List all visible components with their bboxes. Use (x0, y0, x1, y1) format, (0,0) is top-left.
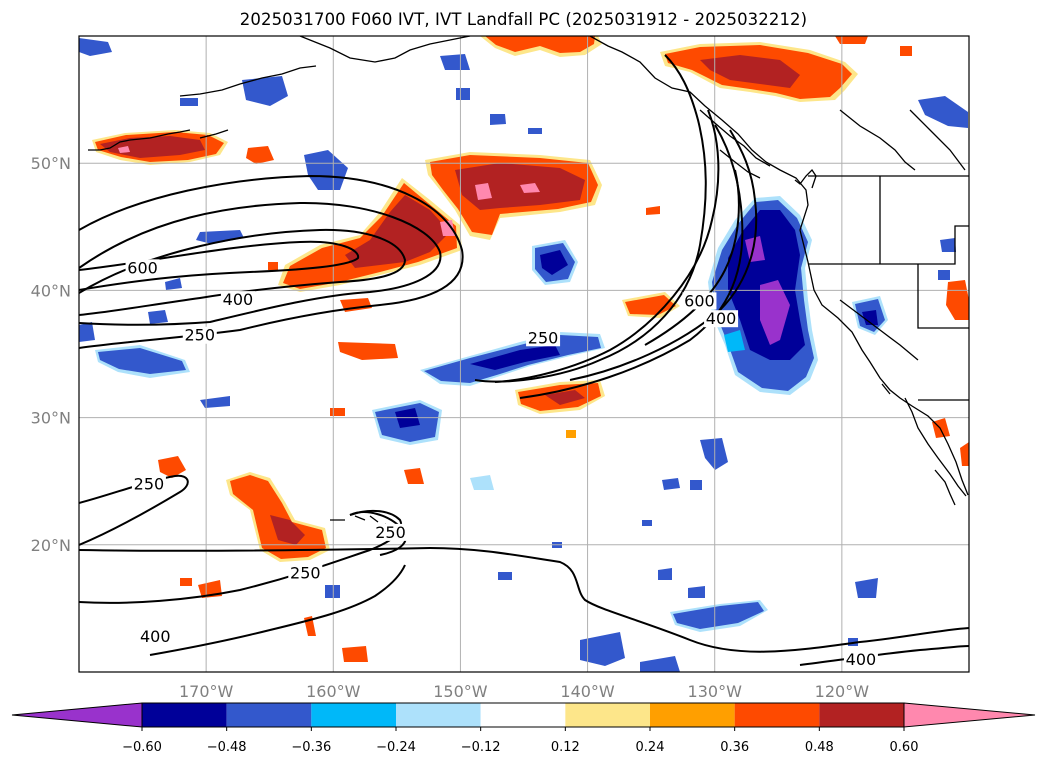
contour-label-bg (288, 564, 323, 582)
colorbar-tick-label: −0.36 (291, 740, 331, 755)
contour-label-bg (220, 291, 255, 309)
latitude-tick-label: 40°N (31, 281, 71, 300)
colorbar-tick-label: 0.12 (551, 740, 580, 755)
latitude-tick-label: 50°N (31, 154, 71, 173)
coastlines (88, 36, 969, 533)
colorbar-box (396, 703, 481, 727)
contour-label-bg (526, 329, 561, 347)
colorbar-tick-label: 0.36 (720, 740, 749, 755)
contour-label-bg (373, 523, 408, 541)
contour-label-bg (131, 475, 166, 493)
colorbar-box (819, 703, 904, 727)
colorbar-box (650, 703, 735, 727)
colorbar-tick-label: 0.24 (636, 740, 665, 755)
colorbar-tick-label: 0.48 (805, 740, 834, 755)
colorbar-tick-label: −0.12 (461, 740, 501, 755)
contour-label: 400 (846, 650, 877, 669)
ivt-contour-lines (79, 54, 969, 666)
colorbar-tick-label: −0.24 (376, 740, 416, 755)
contour-label: 250 (375, 523, 406, 542)
latitude-tick-label: 30°N (31, 409, 71, 428)
gridlines (79, 36, 969, 672)
contour-label: 250 (528, 328, 559, 347)
map-frame (78, 35, 970, 673)
contour-label: 400 (706, 309, 737, 328)
contour-label-bg (182, 326, 217, 344)
contour-label: 250 (134, 475, 165, 494)
colorbar-box (734, 703, 820, 727)
colorbar-extend-high (903, 702, 1036, 728)
colorbar-extend-low (11, 702, 143, 728)
latitude-labels: 20°N 30°N 40°N 50°N (31, 154, 71, 555)
colorbar-box (142, 703, 227, 727)
contour-label-bg (843, 651, 878, 669)
colorbar-box (226, 703, 312, 727)
longitude-labels: 170°W 160°W 150°W 140°W 130°W 120°W (179, 682, 869, 701)
map-title: 2025031700 F060 IVT, IVT Landfall PC (20… (239, 10, 808, 29)
colorbar-tick-label: −0.48 (207, 740, 247, 755)
colorbar-tick-label: −0.60 (122, 740, 162, 755)
colorbar: −0.60 −0.48 −0.36 −0.24 −0.12 0.12 0.24 0.36 0.4… (11, 702, 1036, 755)
longitude-tick-label: 120°W (815, 682, 870, 701)
longitude-tick-label: 130°W (688, 682, 743, 701)
longitude-tick-label: 160°W (306, 682, 361, 701)
longitude-tick-label: 170°W (179, 682, 234, 701)
positive-anomaly-fill (92, 36, 969, 662)
contour-label: 400 (140, 627, 171, 646)
colorbar-box (311, 703, 396, 727)
contour-label: 600 (684, 291, 715, 310)
colorbar-box (480, 703, 566, 727)
contour-label: 250 (185, 326, 216, 345)
colorbar-box (565, 703, 650, 727)
longitude-tick-label: 150°W (433, 682, 488, 701)
contour-label: 250 (290, 564, 321, 583)
contour-label: 600 (127, 258, 158, 277)
contour-label: 400 (223, 290, 254, 309)
contour-label-bg (682, 292, 717, 310)
contour-label-bg (704, 310, 739, 328)
latitude-tick-label: 20°N (31, 536, 71, 555)
contour-label-bg (125, 259, 160, 277)
colorbar-tick-label: 0.60 (890, 740, 919, 755)
contour-label-bg (138, 628, 173, 646)
colorbar-frame (141, 702, 905, 728)
longitude-tick-label: 140°W (560, 682, 615, 701)
